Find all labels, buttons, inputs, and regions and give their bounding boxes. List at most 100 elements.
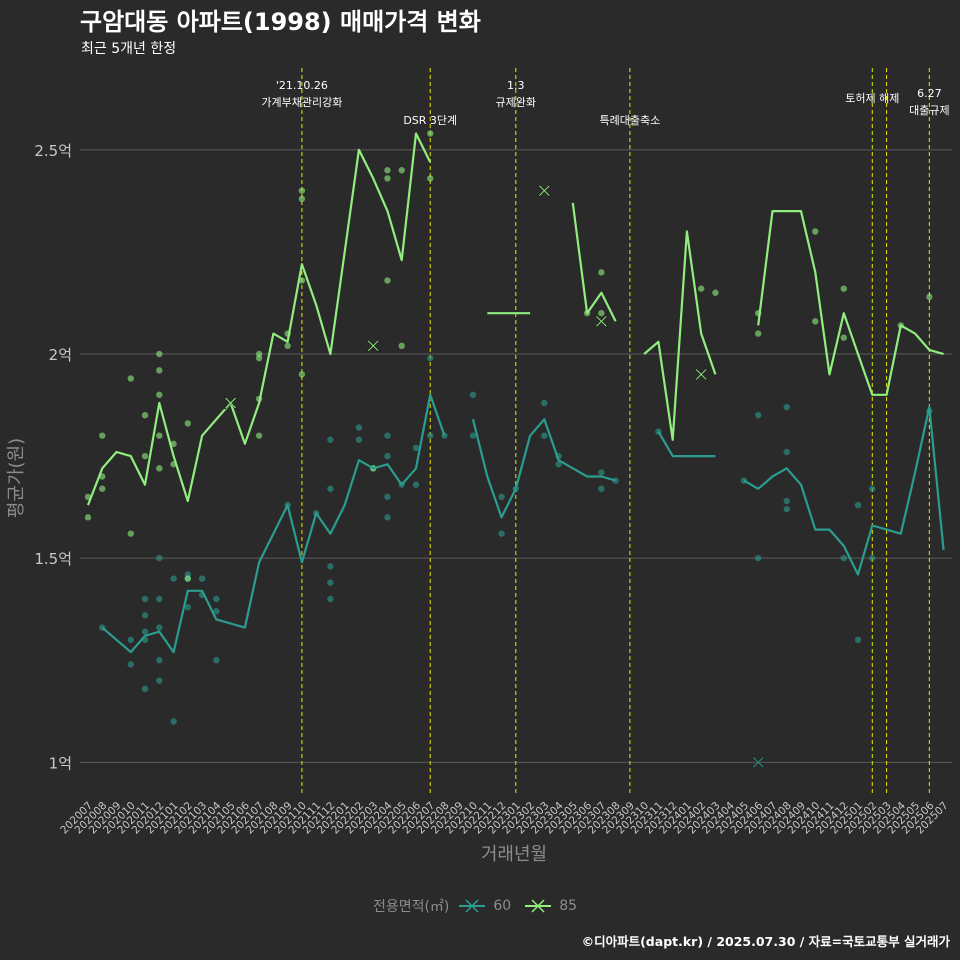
x-axis-title: 거래년월 (481, 844, 547, 865)
series-lines (86, 132, 945, 654)
data-point-85 (926, 293, 933, 301)
series-line-85 (643, 230, 717, 441)
event-label: 규제완화 (496, 96, 536, 109)
data-point-60 (156, 677, 163, 684)
y-tick-label: 1억 (49, 754, 72, 772)
data-point-60 (327, 579, 334, 586)
cross-stroke (695, 369, 707, 380)
data-point-60 (498, 530, 505, 537)
event-label: 특례대출축소 (600, 114, 661, 127)
data-point-60 (384, 514, 391, 521)
data-point-85 (298, 371, 306, 378)
series-line-60 (101, 393, 446, 654)
data-point-60 (141, 595, 149, 603)
data-point-85 (99, 485, 106, 492)
y-tick-label: 2.5억 (34, 142, 72, 160)
data-point-85 (141, 452, 149, 460)
data-point-60 (141, 685, 149, 693)
data-point-60 (869, 485, 876, 492)
data-point-85 (697, 285, 705, 292)
data-point-85 (156, 391, 163, 399)
series-line-60 (471, 418, 616, 519)
data-point-60 (184, 603, 192, 611)
legend-label-60: 60 (493, 898, 512, 914)
data-point-85 (755, 330, 762, 337)
data-point-85 (812, 228, 819, 235)
data-point-60 (170, 575, 177, 582)
data-point-85 (170, 440, 177, 448)
data-point-60 (127, 636, 134, 644)
y-axis-ticks: 1억 1.5억 2억 2.5억 (34, 142, 72, 772)
chart-title: 구암대동 아파트(1998) 매매가격 변화 (80, 8, 481, 36)
cross-stroke (367, 340, 379, 352)
cross-marker-85 (594, 314, 608, 328)
cross-marker-85 (224, 396, 238, 410)
data-point-85 (398, 342, 405, 350)
data-point-60 (327, 485, 334, 492)
data-point-60 (384, 493, 391, 501)
data-point-85 (156, 465, 163, 472)
data-point-85 (712, 289, 719, 296)
data-point-60 (156, 657, 163, 664)
data-point-85 (156, 432, 163, 439)
data-point-85 (84, 514, 92, 521)
data-point-85 (255, 354, 263, 362)
data-point-60 (598, 485, 605, 492)
data-point-60 (156, 554, 163, 562)
data-point-85 (184, 420, 192, 427)
y-tick-label: 1.5억 (34, 550, 72, 568)
data-point-60 (355, 424, 363, 431)
data-point-60 (541, 432, 548, 439)
legend-label-85: 85 (559, 898, 578, 914)
event-label: DSR 3단계 (403, 114, 457, 127)
cross-stroke (538, 185, 550, 197)
data-point-85 (427, 175, 434, 182)
data-point-60 (755, 412, 762, 419)
legend: 전용면적(㎡) 60 85 (0, 896, 960, 916)
cross-stroke (225, 397, 236, 409)
x-axis-ticks: 2020072020082020092020102020112020122021… (58, 799, 950, 836)
data-point-85 (384, 277, 391, 284)
data-point-85 (840, 285, 847, 292)
data-point-85 (156, 367, 163, 374)
data-point-60 (840, 554, 847, 562)
data-point-85 (298, 187, 306, 194)
series-line-60 (657, 431, 716, 458)
event-label: '21.10.26 (276, 79, 328, 92)
y-axis-title: 평균가(원) (6, 438, 27, 518)
data-point-60 (141, 628, 149, 635)
series-line-60 (743, 406, 945, 576)
data-point-60 (127, 661, 134, 668)
data-point-85 (427, 130, 434, 137)
data-point-60 (783, 448, 790, 456)
data-point-85 (398, 167, 405, 174)
data-point-85 (141, 412, 149, 419)
data-point-60 (384, 432, 391, 439)
data-point-60 (869, 554, 876, 562)
data-point-60 (427, 432, 434, 439)
data-point-60 (141, 612, 149, 619)
data-point-60 (355, 436, 363, 443)
chart-subtitle: 최근 5개년 한정 (81, 41, 177, 57)
cross-marker-85 (366, 339, 380, 353)
cross-stroke (596, 315, 607, 327)
data-point-60 (412, 481, 420, 488)
data-point-85 (298, 195, 306, 203)
data-point-60 (213, 595, 220, 603)
data-point-60 (854, 636, 862, 644)
data-point-60 (198, 575, 206, 582)
data-point-85 (284, 342, 291, 350)
data-point-85 (384, 167, 391, 174)
data-point-60 (384, 452, 391, 460)
data-point-60 (156, 624, 163, 631)
data-point-60 (327, 595, 334, 603)
data-point-85 (99, 432, 106, 439)
data-point-60 (598, 469, 605, 476)
data-point-60 (783, 505, 790, 513)
data-point-60 (498, 493, 505, 501)
data-point-60 (541, 399, 548, 407)
data-point-60 (156, 595, 163, 603)
data-point-60 (612, 477, 619, 484)
